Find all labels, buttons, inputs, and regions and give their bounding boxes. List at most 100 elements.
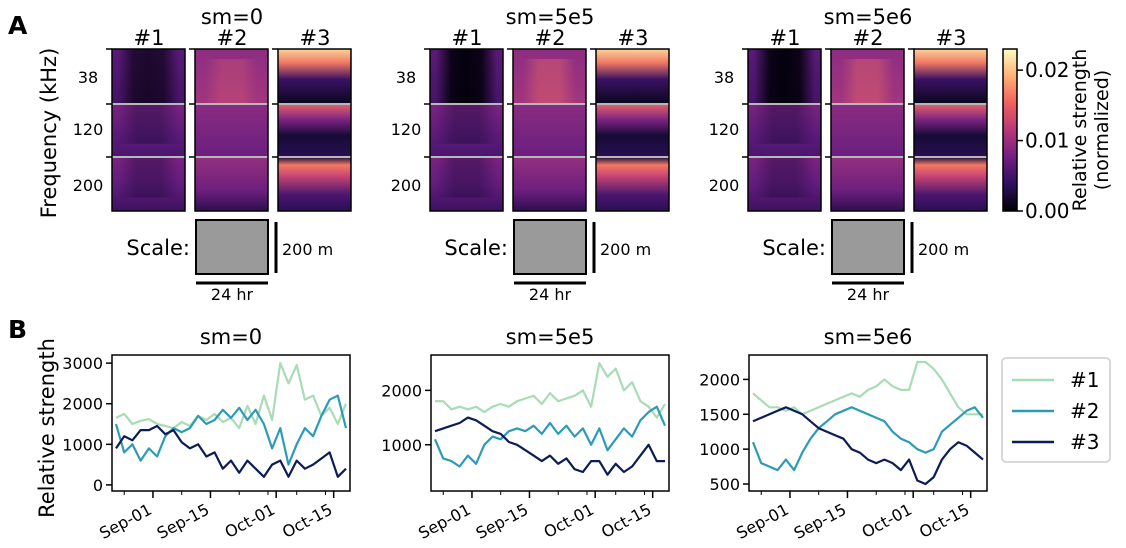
heatmap-band: [195, 104, 268, 157]
scale-box: [513, 219, 587, 275]
frequency-label-200: 200: [391, 176, 422, 195]
y-tick-label: 2000: [699, 370, 740, 389]
series-line-mode-3: [752, 406, 984, 486]
colorbar-tick-label: 0.02: [1025, 58, 1070, 82]
plot-frame: [111, 354, 351, 492]
y-tick-label: 500: [709, 475, 740, 494]
heatmap-band: [195, 157, 268, 211]
x-tick-label: Oct-01: [859, 500, 915, 542]
frequency-label-120: 120: [709, 120, 740, 139]
heatmap-band: [596, 157, 669, 211]
x-tick-label: Oct-01: [222, 500, 278, 542]
scale-label: Scale:: [762, 236, 826, 260]
heatmap-core: [436, 104, 497, 144]
series-line-mode-3: [434, 416, 665, 476]
scale-label: Scale:: [126, 236, 190, 260]
heatmap-tile-mode-1: [747, 48, 822, 212]
y-tick-label: 2000: [381, 381, 422, 400]
legend-frame: [1001, 357, 1111, 463]
plot-frame: [430, 354, 670, 492]
heatmap-frame: [595, 48, 670, 212]
heatmap-frame: [429, 48, 504, 212]
heatmap-frame: [747, 48, 822, 212]
chart-title: sm=5e6: [824, 325, 913, 349]
colorbar: 0.02 0.01 0.00 Relative strength (normaliz…: [1002, 48, 1113, 223]
colorbar-label-line1: Relative strength: [1069, 49, 1091, 212]
series-line-mode-1: [752, 360, 983, 416]
x-tick-label: Sep-15: [473, 500, 532, 543]
heatmap-frame: [913, 48, 988, 212]
colorbar-tick-label: 0.00: [1025, 199, 1070, 223]
y-tick-label: 1000: [62, 435, 103, 454]
legend: #1 #2 #3: [1001, 357, 1111, 463]
frequency-label-38: 38: [396, 68, 416, 87]
heatmap-group-sm5e5: sm=5e5 #1 #2 #3 38 120 200 Scale: 200 m …: [391, 5, 670, 304]
x-tick-label: Sep-15: [791, 500, 850, 543]
heatmap-tile-mode-1: [111, 48, 186, 212]
series-line-mode-2: [751, 406, 984, 472]
mode-title: #2: [853, 26, 884, 50]
heatmap-frame: [277, 48, 352, 212]
scale-horizontal-label: 24 hr: [529, 285, 572, 304]
frequency-label-38: 38: [78, 68, 98, 87]
chart-title: sm=0: [200, 325, 262, 349]
heatmap-band: [831, 104, 904, 157]
mode-title: #2: [535, 26, 566, 50]
mode-title: #2: [217, 26, 248, 50]
heatmap-core: [436, 49, 497, 104]
y-tick-label: 3000: [62, 354, 103, 373]
legend-label: #1: [1070, 368, 1099, 392]
heatmap-band: [278, 104, 351, 157]
mode-title: #3: [618, 26, 649, 50]
scale-label: Scale:: [444, 236, 508, 260]
y-tick-label: 1000: [381, 436, 422, 455]
series-line-mode-3: [115, 424, 347, 478]
mode-title: #3: [300, 26, 331, 50]
heatmap-band: [831, 157, 904, 211]
heatmap-band: [513, 104, 586, 157]
frequency-label-200: 200: [709, 176, 740, 195]
frequency-axis-label: Frequency (kHz): [37, 48, 61, 219]
y-axis-label: Relative strength: [35, 338, 59, 518]
heatmap-tile-mode-1: [429, 48, 504, 212]
heatmap-frame: [830, 48, 905, 212]
mode-title: #1: [134, 26, 165, 50]
heatmap-frame: [111, 48, 186, 212]
mode-title: #1: [770, 26, 801, 50]
heatmap-band: [596, 104, 669, 157]
colorbar-gradient: [1002, 48, 1018, 212]
chart-title: sm=5e5: [506, 325, 595, 349]
heatmap-group-sm0: sm=0 #1 #2 #3 38 120 200 Scale: 200 m 24…: [73, 5, 352, 304]
y-tick-label: 1000: [699, 440, 740, 459]
heatmap-group-title: sm=0: [201, 5, 263, 29]
series-line-mode-1: [435, 362, 666, 419]
y-tick-label: 2000: [62, 395, 103, 414]
heatmap-band: [513, 157, 586, 211]
heatmap-core: [523, 59, 576, 104]
scale-vertical-label: 200 m: [282, 240, 333, 259]
frequency-label-120: 120: [391, 120, 422, 139]
x-tick-label: Oct-01: [541, 500, 597, 542]
heatmap-frame: [512, 48, 587, 212]
heatmap-band: [278, 49, 351, 104]
mode-title: #3: [936, 26, 967, 50]
heatmap-core: [754, 104, 815, 144]
x-tick-label: Oct-15: [916, 500, 972, 542]
x-tick-label: Oct-15: [279, 500, 335, 542]
heatmap-core: [205, 59, 258, 104]
x-tick-label: Oct-15: [598, 500, 654, 542]
frequency-label-38: 38: [714, 68, 734, 87]
heatmap-band: [278, 157, 351, 211]
y-tick-label: 1500: [699, 405, 740, 424]
x-tick-label: Sep-01: [96, 500, 155, 543]
scale-vertical-label: 200 m: [918, 240, 969, 259]
heatmap-group-title: sm=5e6: [824, 5, 913, 29]
heatmap-frame: [194, 48, 269, 212]
frequency-label-120: 120: [73, 120, 104, 139]
heatmap-core: [754, 157, 815, 198]
heatmap-core: [118, 157, 179, 198]
